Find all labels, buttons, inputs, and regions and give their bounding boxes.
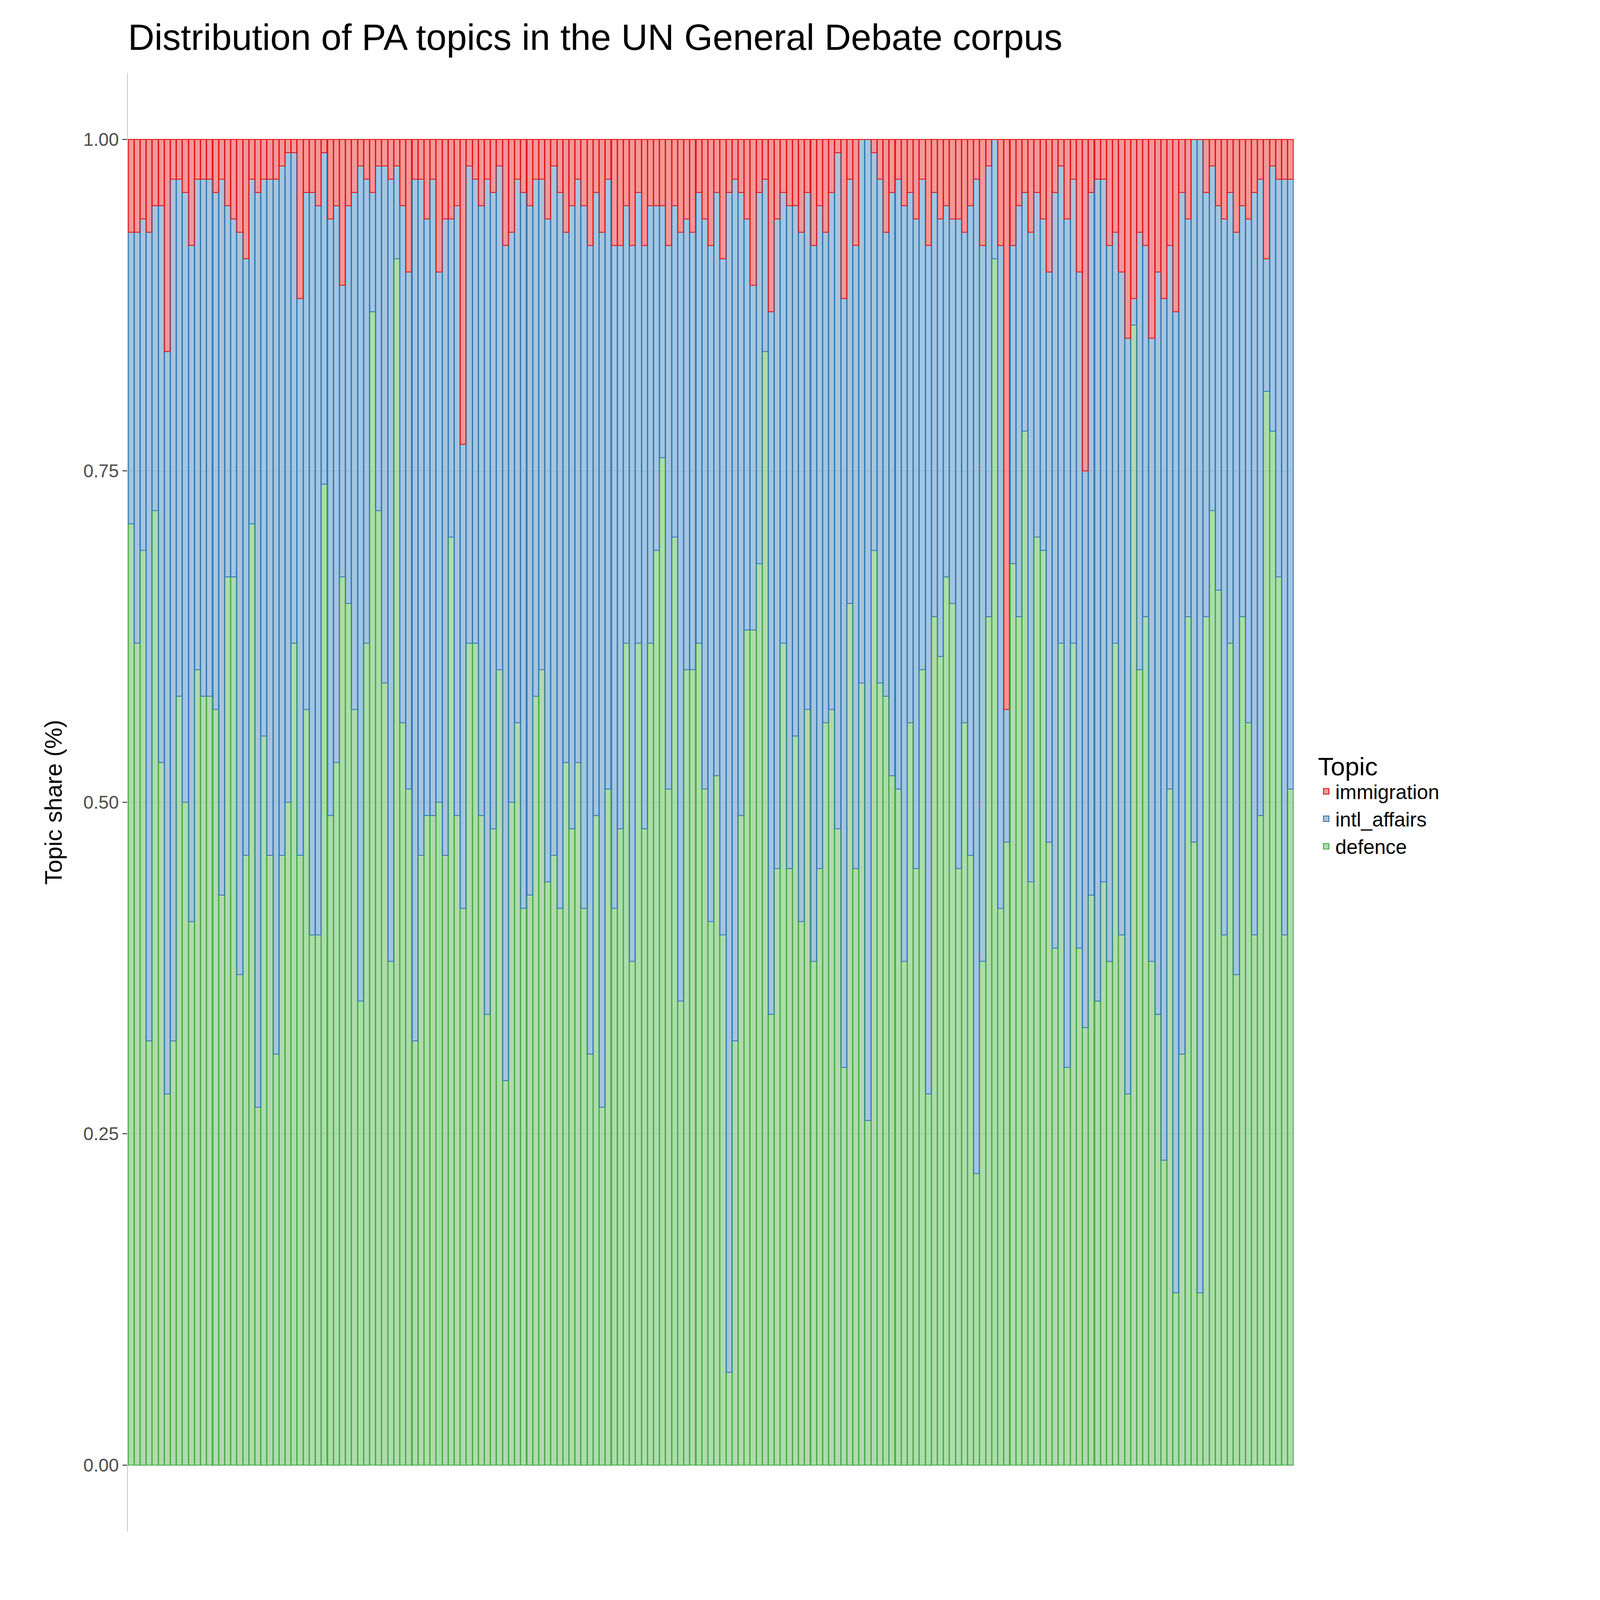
svg-text:0.75: 0.75 — [83, 460, 119, 481]
svg-text:0.25: 0.25 — [83, 1123, 119, 1144]
svg-text:Topic share (%): Topic share (%) — [40, 719, 67, 885]
svg-text:defence: defence — [1335, 835, 1408, 859]
svg-text:1.00: 1.00 — [83, 129, 119, 150]
svg-text:intl_affairs: intl_affairs — [1335, 808, 1427, 831]
svg-text:0.00: 0.00 — [83, 1455, 119, 1476]
svg-text:Topic: Topic — [1317, 752, 1378, 781]
svg-text:Distribution of PA topics in t: Distribution of PA topics in the UN Gene… — [128, 16, 1063, 58]
svg-text:immigration: immigration — [1335, 780, 1440, 804]
svg-text:0.50: 0.50 — [83, 792, 119, 813]
